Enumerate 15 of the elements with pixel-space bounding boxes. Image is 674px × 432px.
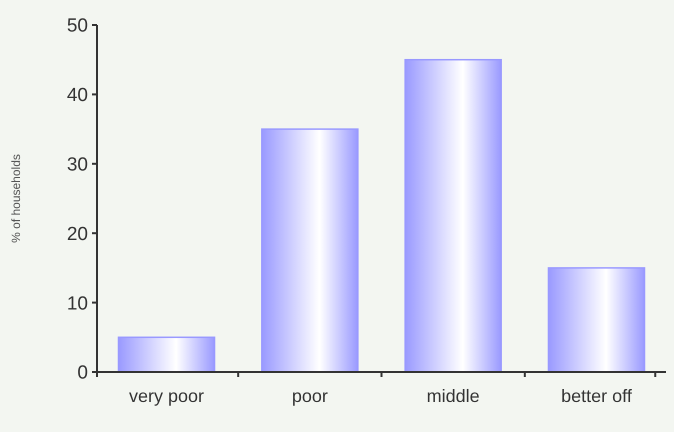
- bar: [404, 58, 502, 373]
- bar: [261, 128, 359, 373]
- x-tick-label: very poor: [128, 386, 204, 406]
- y-tick-label: 30: [66, 154, 88, 176]
- y-tick-label: 20: [66, 224, 88, 245]
- y-tick-label: 50: [66, 16, 88, 37]
- bar: [118, 336, 216, 373]
- x-tick-label: better off: [561, 386, 633, 406]
- x-tick-label: middle: [426, 386, 480, 406]
- y-axis-title: % of households: [9, 154, 23, 243]
- x-tick-label: poor: [292, 386, 328, 406]
- y-tick-label: 10: [66, 293, 88, 314]
- y-tick-label: 40: [66, 85, 88, 106]
- bar: [548, 267, 646, 373]
- y-tick-label: 0: [77, 362, 88, 384]
